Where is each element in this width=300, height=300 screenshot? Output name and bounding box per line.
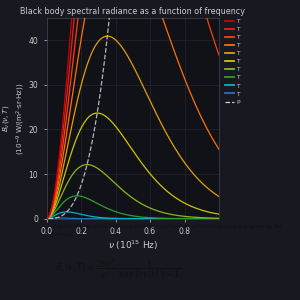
Title: Black body spectral radiance as a function of frequency: Black body spectral radiance as a functi… [20,7,245,16]
Y-axis label: $B_\nu(\nu,T)$
($10^{-9}$ W/(m$^2$$\cdot$sr$\cdot$Hz)): $B_\nu(\nu,T)$ ($10^{-9}$ W/(m$^2$$\cdot… [2,82,27,155]
Text: $B_\nu(\nu,T) = \dfrac{2h\nu^3}{c^2}\ \dfrac{1}{\exp(h\nu/kT)-1}\ .$: $B_\nu(\nu,T) = \dfrac{2h\nu^3}{c^2}\ \d… [55,258,187,282]
X-axis label: $\nu$ ($10^{15}$ Hz): $\nu$ ($10^{15}$ Hz) [108,239,158,252]
Legend: T, T, T, T, T, T, T, T, T, T, P: T, T, T, T, T, T, T, T, T, T, P [225,19,240,105]
Text: A plot of the spectral radiance, defined as a function of the frequency $\nu$, i: A plot of the spectral radiance, defined… [52,222,284,237]
